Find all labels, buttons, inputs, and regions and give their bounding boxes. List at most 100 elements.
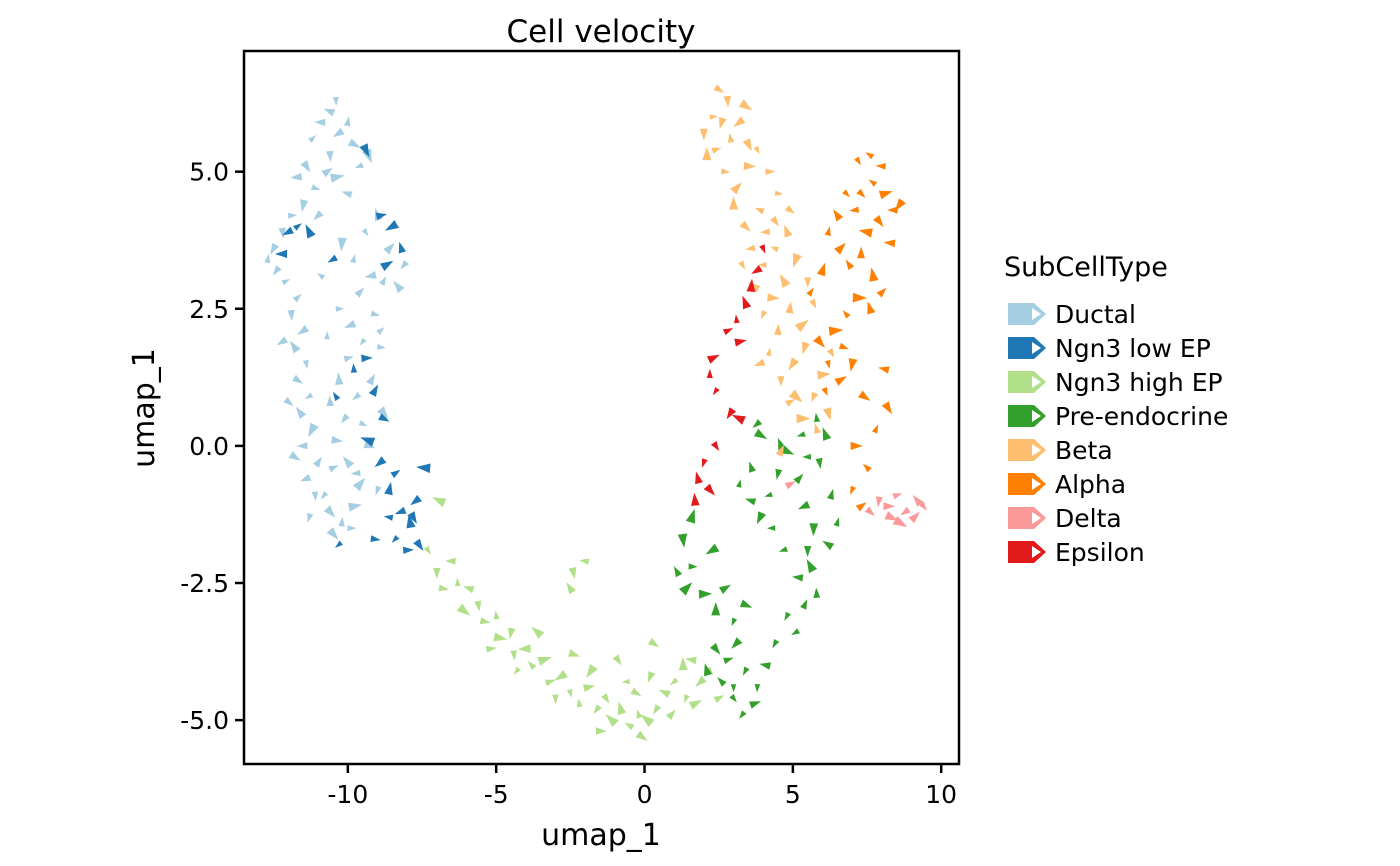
data-point bbox=[537, 657, 552, 666]
data-point bbox=[802, 453, 811, 460]
x-axis: -10 -5 0 5 10 bbox=[327, 764, 957, 809]
data-point bbox=[711, 147, 722, 154]
data-point bbox=[809, 298, 817, 309]
data-point bbox=[601, 693, 610, 704]
data-point bbox=[702, 147, 712, 161]
data-point bbox=[300, 199, 309, 213]
data-point bbox=[827, 488, 834, 500]
data-point bbox=[726, 407, 737, 420]
data-point bbox=[792, 574, 804, 582]
data-point bbox=[566, 688, 573, 698]
legend-label: Pre-endocrine bbox=[1055, 402, 1228, 431]
data-point bbox=[669, 677, 679, 686]
data-point bbox=[833, 209, 844, 222]
data-point bbox=[900, 506, 911, 516]
legend-label: Beta bbox=[1055, 436, 1113, 465]
data-point bbox=[332, 97, 339, 106]
data-point bbox=[544, 679, 556, 687]
data-point bbox=[330, 173, 345, 183]
data-point bbox=[695, 675, 707, 687]
data-point bbox=[552, 694, 559, 705]
data-point bbox=[742, 138, 752, 152]
data-point bbox=[385, 220, 399, 231]
data-point bbox=[276, 336, 288, 346]
data-point bbox=[456, 603, 471, 616]
data-point bbox=[361, 354, 373, 363]
data-point bbox=[677, 533, 688, 548]
data-point bbox=[368, 384, 379, 397]
legend-item: Delta bbox=[1008, 504, 1122, 533]
data-point bbox=[391, 535, 400, 543]
data-point bbox=[767, 293, 780, 302]
data-point bbox=[335, 372, 344, 385]
data-point bbox=[738, 260, 746, 270]
legend-item: Ngn3 low EP bbox=[1008, 334, 1211, 363]
data-point bbox=[673, 566, 683, 578]
data-point bbox=[731, 637, 743, 649]
data-point bbox=[321, 167, 333, 178]
data-point bbox=[731, 414, 746, 425]
data-point bbox=[705, 543, 720, 555]
data-point bbox=[635, 730, 648, 741]
data-point bbox=[402, 546, 414, 554]
data-point bbox=[738, 99, 753, 111]
data-point bbox=[327, 254, 338, 263]
data-point bbox=[360, 437, 376, 447]
data-point bbox=[297, 324, 310, 335]
plot-frame bbox=[242, 49, 961, 766]
data-point bbox=[374, 456, 387, 468]
legend-item: Pre-endocrine bbox=[1008, 402, 1228, 431]
data-point bbox=[709, 114, 718, 120]
data-point bbox=[842, 189, 850, 198]
data-point bbox=[868, 179, 878, 187]
data-point bbox=[282, 226, 294, 236]
legend-label: Ngn3 high EP bbox=[1055, 368, 1223, 397]
data-point bbox=[751, 265, 763, 274]
y-tick-label: -2.5 bbox=[180, 569, 229, 598]
data-point bbox=[324, 331, 330, 340]
data-point bbox=[814, 423, 821, 434]
data-point bbox=[788, 357, 800, 371]
data-point bbox=[410, 494, 422, 506]
data-point bbox=[398, 241, 407, 254]
data-point bbox=[777, 437, 788, 453]
data-point bbox=[736, 479, 742, 488]
data-point bbox=[856, 188, 866, 198]
data-point bbox=[784, 205, 795, 214]
data-point bbox=[711, 602, 721, 616]
data-point bbox=[366, 373, 375, 386]
data-point bbox=[760, 228, 770, 235]
data-point bbox=[621, 678, 630, 685]
legend-label: Epsilon bbox=[1055, 538, 1145, 567]
data-point bbox=[804, 546, 812, 557]
data-point bbox=[359, 337, 367, 346]
data-point bbox=[486, 645, 497, 653]
data-point bbox=[706, 354, 720, 364]
data-point bbox=[788, 389, 803, 403]
data-point bbox=[753, 358, 766, 367]
data-point bbox=[784, 611, 791, 621]
x-axis-title: umap_1 bbox=[541, 818, 661, 853]
data-point bbox=[765, 168, 776, 175]
data-point bbox=[730, 684, 737, 693]
data-point bbox=[283, 396, 294, 407]
data-point bbox=[713, 695, 725, 704]
legend-swatch bbox=[1008, 473, 1046, 495]
data-point bbox=[308, 135, 317, 143]
legend-title: SubCellType bbox=[1004, 252, 1168, 283]
data-point bbox=[332, 127, 345, 138]
data-point bbox=[393, 280, 405, 294]
data-point bbox=[352, 391, 362, 401]
data-point bbox=[328, 465, 339, 473]
data-point bbox=[826, 348, 835, 358]
data-point bbox=[380, 260, 394, 272]
data-point bbox=[749, 701, 761, 709]
data-point bbox=[493, 632, 508, 642]
data-point bbox=[617, 701, 627, 715]
data-point bbox=[784, 224, 793, 238]
legend-swatch-arrow bbox=[1032, 308, 1041, 320]
legend-swatch bbox=[1008, 541, 1046, 563]
data-point bbox=[777, 376, 785, 387]
data-point bbox=[718, 584, 731, 595]
